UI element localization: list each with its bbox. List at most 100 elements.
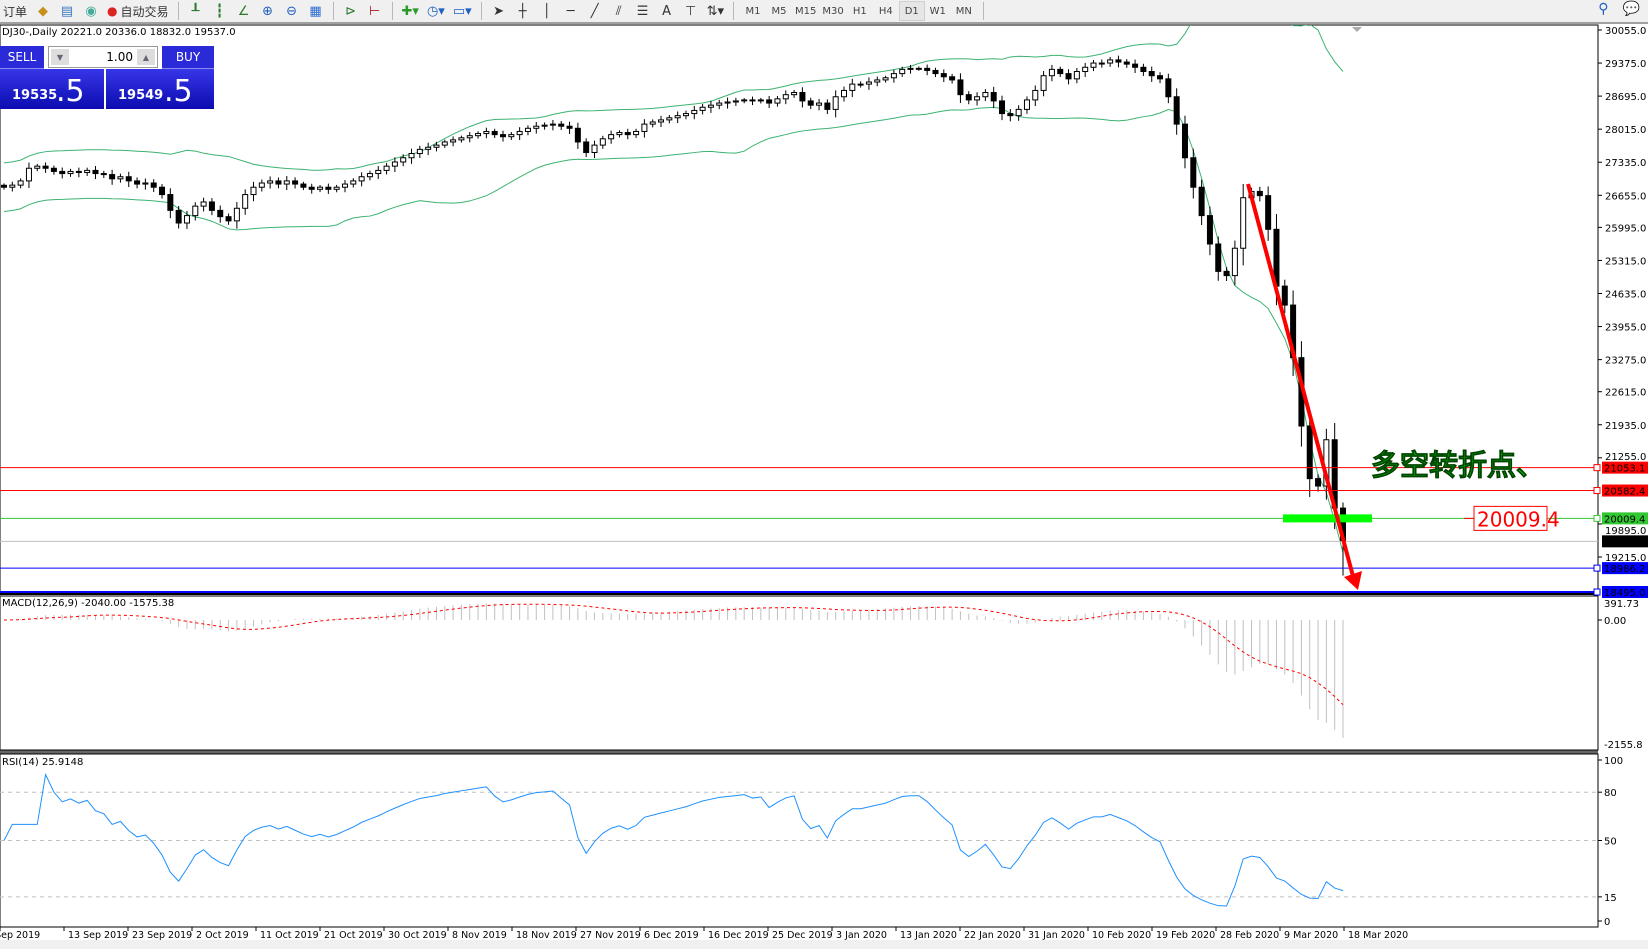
candle-body bbox=[1223, 270, 1230, 277]
candle bbox=[125, 171, 132, 188]
arrows-icon[interactable]: ⇅▾ bbox=[706, 3, 725, 19]
indicators-icon[interactable]: ✚▾ bbox=[401, 3, 419, 19]
candle-body bbox=[1040, 75, 1047, 91]
sell-button[interactable]: SELL bbox=[0, 46, 44, 69]
sell-price-button[interactable]: 19535 .5 bbox=[0, 69, 104, 109]
candle-body bbox=[242, 194, 249, 209]
lot-decrease-button[interactable]: ▼ bbox=[51, 49, 69, 65]
timeframe-h4[interactable]: H4 bbox=[878, 5, 893, 17]
timeframe-h1[interactable]: H1 bbox=[852, 5, 867, 17]
macd-indicator-label: MACD(12,26,9) -2040.00 -1575.38 bbox=[2, 598, 174, 609]
lot-increase-button[interactable]: ▲ bbox=[137, 49, 155, 65]
candle-body bbox=[1098, 62, 1105, 65]
date-axis-label: 13 Sep 2019 bbox=[68, 930, 128, 941]
buy-button[interactable]: BUY bbox=[162, 46, 214, 69]
candle bbox=[932, 67, 939, 78]
lot-size-input[interactable]: ▼ 1.00 ▲ bbox=[48, 46, 158, 68]
line-chart-icon[interactable]: ∠ bbox=[237, 3, 250, 19]
price-plot bbox=[1, 25, 1346, 576]
candle bbox=[1306, 411, 1313, 498]
candle bbox=[965, 91, 972, 105]
text-label-icon[interactable]: ⊤ bbox=[684, 3, 697, 19]
templates-icon[interactable]: ▭▾ bbox=[452, 3, 472, 19]
candle-body bbox=[1123, 61, 1130, 65]
date-axis-label: 21 Oct 2019 bbox=[324, 930, 383, 941]
candle-body bbox=[92, 169, 99, 175]
zoom-in-icon[interactable]: ⊕ bbox=[262, 3, 273, 19]
level-price-tag bbox=[1602, 535, 1648, 548]
timeframe-m5[interactable]: M5 bbox=[771, 5, 787, 17]
macd-axis-max: 391.73 bbox=[1604, 599, 1639, 610]
candle-body bbox=[766, 99, 773, 104]
horizontal-line-icon[interactable]: ─ bbox=[566, 3, 575, 19]
candle bbox=[558, 121, 565, 131]
periods-icon[interactable]: ◷▾ bbox=[426, 3, 445, 19]
candle-body bbox=[308, 186, 315, 190]
experts-icon[interactable]: ◆ bbox=[38, 3, 49, 19]
candle-body bbox=[275, 180, 282, 185]
buy-price-button[interactable]: 19549 .5 bbox=[106, 69, 214, 109]
search-icon[interactable]: ⚲ bbox=[1598, 1, 1609, 17]
price-axis-label: 27335.0 bbox=[1605, 158, 1646, 169]
candlestick-icon[interactable]: ┇ bbox=[215, 3, 224, 19]
candle-body bbox=[183, 215, 190, 224]
auto-scroll-icon[interactable]: ⊳ bbox=[345, 3, 356, 19]
candle bbox=[658, 115, 665, 128]
bar-chart-icon[interactable]: ┸ bbox=[191, 3, 200, 19]
candle bbox=[957, 73, 964, 103]
candle-body bbox=[716, 102, 723, 106]
chat-icon[interactable]: 💬 bbox=[1622, 1, 1640, 17]
candle-body bbox=[375, 169, 382, 175]
signal-icon[interactable]: ◉ bbox=[85, 3, 97, 19]
fibonacci-icon[interactable]: ☰ bbox=[636, 3, 649, 19]
candle bbox=[1107, 56, 1114, 67]
auto-trading-button[interactable]: ● 自动交易 bbox=[104, 1, 172, 21]
terminal-icon[interactable]: ▤ bbox=[60, 3, 74, 19]
candle-body bbox=[217, 209, 224, 218]
chart-shift-icon[interactable]: ⊢ bbox=[368, 3, 381, 19]
price-label-box bbox=[1473, 505, 1548, 531]
candle bbox=[242, 189, 249, 215]
candle bbox=[1173, 88, 1180, 135]
equidistant-channel-icon[interactable]: ⫽ bbox=[615, 3, 622, 19]
candle-body bbox=[741, 99, 748, 102]
candle bbox=[924, 64, 931, 76]
zoom-out-icon[interactable]: ⊖ bbox=[286, 3, 297, 19]
crosshair-icon[interactable]: ┼ bbox=[518, 3, 527, 19]
date-axis-label: 22 Jan 2020 bbox=[964, 930, 1021, 941]
candle bbox=[167, 188, 174, 219]
timeframe-m30[interactable]: M30 bbox=[822, 5, 844, 17]
timeframe-m1[interactable]: M1 bbox=[745, 5, 761, 17]
new-order-button[interactable]: 订单 bbox=[0, 1, 30, 21]
text-icon[interactable]: A bbox=[656, 1, 678, 21]
candle bbox=[450, 136, 457, 147]
price-axis-label: 23955.0 bbox=[1605, 323, 1646, 334]
tile-windows-icon[interactable]: ▦ bbox=[309, 3, 322, 19]
candle-body bbox=[9, 184, 16, 188]
candle-body bbox=[990, 92, 997, 102]
candle bbox=[949, 73, 956, 84]
buy-label: BUY bbox=[175, 50, 201, 64]
candle bbox=[1281, 279, 1288, 314]
timeframe-m15[interactable]: M15 bbox=[795, 5, 817, 17]
timeframe-d1[interactable]: D1 bbox=[898, 1, 925, 21]
cursor-icon[interactable]: ➤ bbox=[493, 3, 505, 19]
candle-body bbox=[250, 186, 257, 196]
candle-body bbox=[475, 133, 482, 137]
candle-body bbox=[749, 99, 756, 102]
timeframe-w1[interactable]: W1 bbox=[929, 5, 946, 17]
candle-body bbox=[383, 165, 390, 171]
vertical-line-icon[interactable]: │ bbox=[542, 3, 551, 19]
candle bbox=[974, 92, 981, 106]
timeframe-mn[interactable]: MN bbox=[955, 5, 972, 17]
candle bbox=[840, 86, 847, 102]
candle bbox=[982, 89, 989, 102]
trendline-icon[interactable]: ╱ bbox=[590, 3, 599, 19]
candle-body bbox=[1157, 75, 1164, 80]
candle bbox=[59, 167, 66, 179]
candle bbox=[541, 122, 548, 130]
candle-body bbox=[583, 141, 590, 154]
candle-body bbox=[757, 99, 764, 102]
candle bbox=[1223, 267, 1230, 281]
